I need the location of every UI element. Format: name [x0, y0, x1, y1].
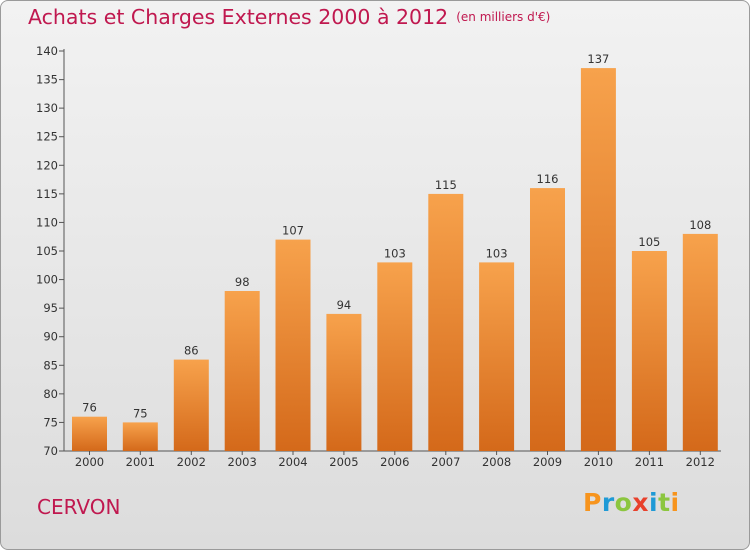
bar — [682, 233, 718, 451]
bar — [428, 193, 464, 451]
proxiti-logo: Proxiti — [583, 488, 680, 517]
bar-value-label: 75 — [133, 406, 148, 420]
y-tick-label: 100 — [36, 273, 58, 287]
bar-value-label: 105 — [638, 235, 660, 249]
place-name: CERVON — [37, 495, 121, 519]
bar-value-label: 107 — [282, 224, 304, 238]
bar — [530, 188, 565, 451]
bar-value-label: 137 — [587, 52, 609, 66]
logo-letter: i — [670, 488, 680, 517]
bar-value-label: 94 — [337, 298, 352, 312]
y-tick-label: 140 — [36, 44, 58, 58]
x-tick-label: 2003 — [228, 455, 257, 469]
bar-value-label: 115 — [435, 178, 457, 192]
logo-letter: x — [632, 488, 649, 517]
x-tick-label: 2006 — [380, 455, 409, 469]
bar-value-label: 103 — [384, 246, 406, 260]
bar — [631, 251, 667, 451]
bar — [479, 262, 515, 451]
bar-value-label: 116 — [537, 172, 559, 186]
y-tick-label: 90 — [43, 330, 58, 344]
x-tick-label: 2009 — [533, 455, 562, 469]
bar — [326, 313, 362, 451]
y-tick-label: 135 — [36, 73, 58, 87]
bar-value-label: 108 — [689, 218, 711, 232]
bar — [580, 68, 616, 451]
bar-value-label: 76 — [82, 401, 97, 415]
y-tick-label: 120 — [36, 158, 58, 172]
y-tick-label: 70 — [43, 444, 58, 458]
bar-value-label: 103 — [486, 246, 508, 260]
x-tick-label: 2002 — [177, 455, 206, 469]
x-tick-label: 2010 — [584, 455, 613, 469]
y-tick-label: 75 — [43, 415, 58, 429]
bar-value-label: 86 — [184, 344, 199, 358]
bar — [173, 359, 209, 451]
x-tick-label: 2011 — [635, 455, 664, 469]
bar — [275, 239, 311, 451]
x-tick-label: 2008 — [482, 455, 511, 469]
logo-letter: i — [649, 488, 659, 517]
x-tick-label: 2005 — [329, 455, 358, 469]
bar — [377, 262, 413, 451]
x-tick-label: 2012 — [686, 455, 715, 469]
x-tick-label: 2007 — [431, 455, 460, 469]
logo-letter: t — [658, 488, 671, 517]
bar — [72, 416, 107, 451]
y-tick-label: 115 — [36, 187, 58, 201]
bar — [224, 291, 260, 451]
y-tick-label: 85 — [43, 358, 58, 372]
logo-letter: P — [583, 488, 602, 517]
logo-letter: o — [614, 488, 633, 517]
y-tick-label: 95 — [43, 301, 58, 315]
bar — [122, 422, 158, 451]
bar-value-label: 98 — [235, 275, 250, 289]
y-tick-label: 110 — [36, 215, 58, 229]
y-tick-label: 105 — [36, 244, 58, 258]
y-tick-label: 125 — [36, 130, 58, 144]
logo-letter: r — [601, 488, 615, 517]
x-tick-label: 2004 — [278, 455, 307, 469]
chart-title-text: Achats et Charges Externes 2000 à 2012 — [28, 5, 449, 29]
chart-title: Achats et Charges Externes 2000 à 2012 (e… — [28, 5, 550, 29]
x-tick-label: 2001 — [126, 455, 155, 469]
x-tick-label: 2000 — [75, 455, 104, 469]
y-tick-label: 130 — [36, 101, 58, 115]
chart-subtitle: (en milliers d'€) — [456, 10, 551, 24]
y-tick-label: 80 — [43, 387, 58, 401]
